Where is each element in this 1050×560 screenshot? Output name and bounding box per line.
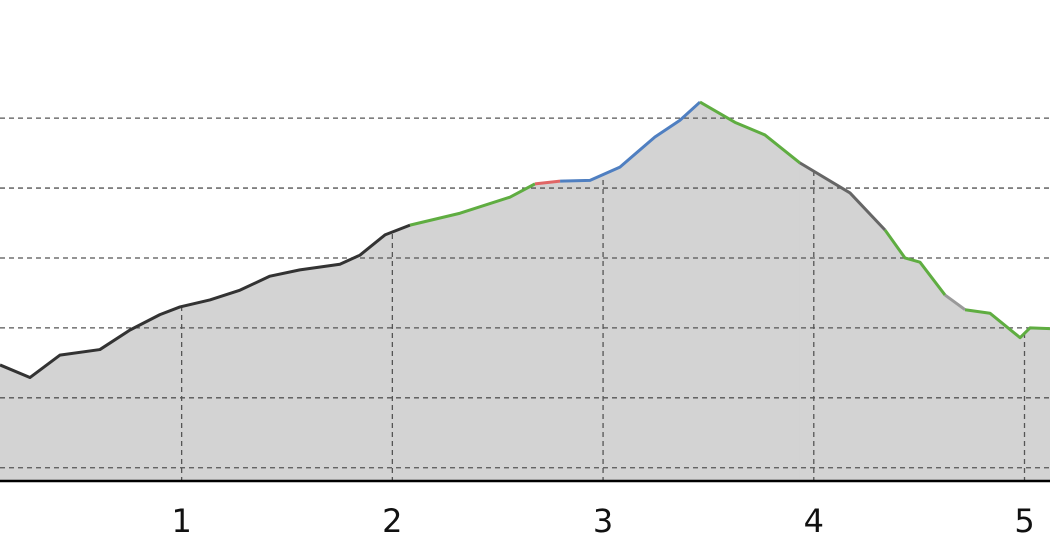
profile-line	[409, 182, 536, 227]
profile-line	[964, 308, 1050, 340]
profile-line	[699, 100, 801, 165]
area	[799, 162, 886, 482]
x-tick-label: 1	[171, 502, 191, 540]
profile-line	[944, 293, 966, 311]
area	[964, 309, 1050, 482]
area	[699, 101, 801, 482]
x-tick-label: 5	[1014, 502, 1034, 540]
x-tick-label: 2	[382, 502, 402, 540]
area	[409, 183, 536, 482]
profile-line	[534, 179, 561, 186]
profile-line	[560, 100, 702, 183]
profile-line	[883, 229, 947, 296]
x-tick-label: 4	[804, 502, 824, 540]
area	[944, 294, 966, 482]
area	[0, 224, 411, 482]
area	[884, 228, 946, 482]
profile-line	[0, 223, 411, 380]
profile-line	[799, 161, 887, 232]
area	[534, 180, 561, 482]
x-tick-label: 3	[593, 502, 613, 540]
